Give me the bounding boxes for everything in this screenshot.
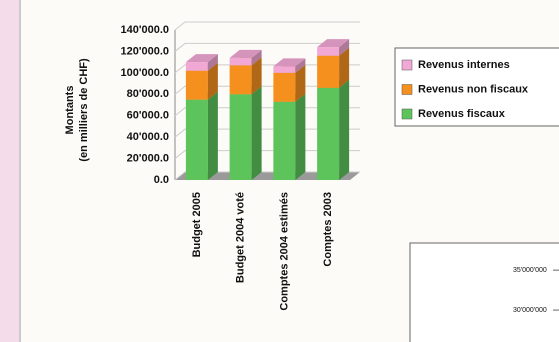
bar-side <box>339 79 350 180</box>
y-tick-label: 35'000'000 <box>513 267 547 274</box>
bar-side <box>295 58 306 73</box>
y-tick-label: 20'000.0 <box>127 152 169 164</box>
bar-side <box>295 93 306 180</box>
bar-front <box>317 55 340 88</box>
bar-side <box>251 86 262 180</box>
bar-side <box>207 91 218 180</box>
y-tick-label: 0.0 <box>154 174 169 186</box>
bar-front <box>317 47 340 56</box>
bar-top <box>317 39 350 48</box>
legend-box <box>394 47 559 127</box>
bar-front <box>185 62 208 71</box>
bar-front <box>273 72 296 102</box>
y-axis-label: (en milliers de CHF) <box>78 58 90 162</box>
bar-top <box>273 58 306 67</box>
bar-front <box>185 70 208 100</box>
bar-segment <box>273 93 306 180</box>
side-strip <box>0 0 19 342</box>
x-tick-label: Budget 2005 <box>191 192 203 257</box>
x-tick-label: Comptes 2004 estimés <box>278 192 290 311</box>
second-chart-box <box>409 242 559 342</box>
y-axis-label: Montants <box>64 86 76 135</box>
bar-segment <box>317 39 350 56</box>
y-tick-label: 60'000.0 <box>127 110 169 122</box>
legend-label: Revenus internes <box>418 59 510 71</box>
y-tick-label: 40'000.0 <box>127 131 169 143</box>
y-tick-label: 80'000.0 <box>127 88 169 100</box>
legend-swatch <box>401 108 413 120</box>
grid-line <box>174 21 360 31</box>
bar-front <box>273 66 296 73</box>
bar-top <box>185 54 218 63</box>
y-tick-label: 140'000.0 <box>121 24 170 36</box>
bar-side <box>295 64 306 102</box>
bar-side <box>339 39 350 56</box>
legend-label: Revenus non fiscaux <box>418 83 529 95</box>
bar-segment <box>185 54 218 71</box>
legend-swatch <box>401 59 413 71</box>
x-tick-label: Comptes 2003 <box>322 192 334 267</box>
legend-swatch <box>401 84 413 95</box>
bar-side <box>251 49 262 66</box>
bar-side <box>251 57 262 95</box>
bar-side <box>207 62 218 100</box>
y-tick-label: 120'000.0 <box>121 45 170 57</box>
bar-front <box>229 94 252 180</box>
floor <box>175 172 360 180</box>
bar-segment <box>185 91 218 180</box>
bar-side <box>207 54 218 71</box>
y-tick-label: 100'000.0 <box>121 67 170 79</box>
y-tick-label: 30'000'000 <box>513 307 547 314</box>
bar-segment <box>273 58 306 73</box>
grid-line <box>174 42 360 52</box>
bar-top <box>229 49 262 58</box>
bar-front <box>229 57 252 66</box>
bar-front <box>229 65 252 95</box>
bar-side <box>339 47 350 88</box>
legend-label: Revenus fiscaux <box>418 108 506 120</box>
bar-front <box>317 87 340 180</box>
bar-segment <box>317 79 350 180</box>
bar-front <box>273 101 296 180</box>
bar-segment <box>229 49 262 66</box>
x-tick-label: Budget 2004 voté <box>235 192 247 283</box>
bar-segment <box>229 86 262 180</box>
bar-front <box>185 99 208 180</box>
